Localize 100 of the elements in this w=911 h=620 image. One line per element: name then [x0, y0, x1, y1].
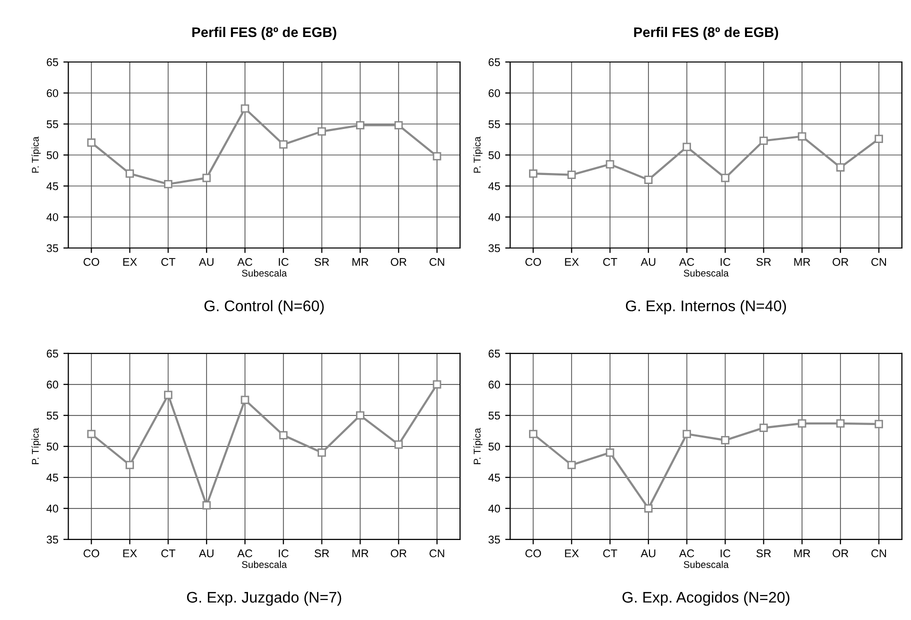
x-tick-label: SR: [314, 258, 329, 266]
y-tick-label: 55: [46, 412, 58, 420]
point: [356, 121, 364, 130]
point: [240, 104, 250, 113]
y-axis-title: P. Típica: [473, 136, 483, 173]
x-tick-label: IC: [278, 549, 289, 558]
x-tick-label: CT: [161, 549, 176, 558]
y-tick-label: 60: [488, 89, 500, 98]
point: [126, 169, 134, 178]
text: G. Exp. Internos (N=40): [626, 300, 786, 314]
x-tick-label: EX: [565, 550, 579, 558]
x-tick-label: CN: [430, 549, 444, 558]
point: [87, 138, 96, 147]
y-tick-label: 60: [46, 89, 58, 98]
point: [126, 460, 134, 470]
y-tick-label: 50: [46, 151, 58, 160]
point: [874, 134, 884, 144]
point: [567, 460, 576, 470]
point: [644, 504, 653, 513]
x-tick-label: CO: [84, 549, 100, 558]
x-tick-label: CN: [430, 258, 444, 266]
x-tick-label: SR: [756, 258, 771, 266]
x-tick-label: SR: [756, 549, 771, 558]
y-tick-label: 40: [46, 213, 58, 222]
x-tick-label: AC: [679, 549, 694, 558]
y-axis-title: P. Típica: [32, 136, 41, 173]
y-tick-label: 55: [46, 120, 58, 128]
y-axis-title: P. Típica: [32, 428, 41, 464]
x-tick-label: MR: [794, 258, 810, 266]
point: [836, 163, 845, 172]
point: [394, 121, 403, 130]
y-tick-label: 65: [488, 58, 500, 66]
point: [164, 390, 172, 400]
x-tick-label: CO: [525, 258, 542, 266]
point: [721, 174, 730, 182]
y-tick-label: 65: [488, 350, 500, 358]
point: [87, 430, 96, 438]
point: [240, 396, 250, 404]
x-tick-label: CT: [603, 549, 618, 558]
x-tick-label: CT: [603, 258, 618, 266]
y-tick-label: 40: [488, 213, 500, 222]
y-tick-label: 40: [46, 504, 58, 513]
y-tick-label: 45: [488, 474, 500, 482]
point: [356, 411, 364, 420]
point: [798, 132, 806, 141]
point: [682, 430, 691, 438]
x-tick-label: SR: [314, 549, 329, 558]
point: [432, 152, 442, 160]
x-tick-label: MR: [794, 550, 810, 558]
x-tick-label: OR: [832, 549, 848, 558]
point: [202, 174, 211, 182]
x-tick-label: AU: [640, 258, 656, 266]
x-axis-title: Subescala: [684, 560, 729, 568]
x-tick-label: MR: [352, 550, 368, 558]
point: [279, 431, 288, 440]
y-tick-label: 45: [46, 474, 58, 482]
point: [279, 140, 288, 149]
x-tick-label: CO: [525, 549, 542, 558]
y-tick-label: 35: [46, 536, 58, 544]
point: [874, 420, 884, 428]
x-tick-label: OR: [390, 258, 406, 266]
x-tick-label: CO: [84, 258, 100, 266]
y-tick-label: 45: [488, 182, 500, 190]
point: [164, 180, 172, 188]
point: [318, 127, 326, 136]
y-tick-label: 50: [488, 151, 500, 160]
point: [721, 436, 730, 444]
point: [682, 142, 691, 152]
x-tick-label: AC: [237, 549, 252, 558]
y-tick-label: 45: [46, 182, 58, 190]
x-tick-label: CT: [161, 258, 176, 266]
point: [529, 430, 538, 438]
y-tick-label: 60: [488, 380, 500, 389]
x-tick-label: AC: [237, 258, 252, 266]
x-axis-title: Subescala: [242, 269, 287, 277]
chart-title: Perfil FES (8º de EGB): [192, 26, 336, 40]
x-tick-label: OR: [390, 549, 406, 558]
y-tick-label: 35: [46, 244, 58, 252]
y-tick-label: 35: [488, 536, 500, 544]
point: [759, 424, 768, 432]
y-tick-label: 65: [46, 58, 58, 66]
x-tick-label: MR: [352, 258, 368, 266]
text: G. Exp. Juzgado (N=7): [187, 591, 342, 606]
y-tick-label: 60: [46, 380, 58, 389]
x-tick-label: CN: [871, 549, 886, 558]
x-axis-title: Subescala: [242, 560, 287, 568]
point: [529, 169, 538, 178]
y-tick-label: 65: [46, 350, 58, 358]
point: [798, 419, 806, 428]
y-tick-label: 55: [488, 412, 500, 420]
x-tick-label: EX: [123, 550, 137, 558]
point: [606, 160, 614, 168]
x-tick-label: AC: [679, 258, 694, 266]
point: [836, 419, 845, 428]
point: [606, 448, 614, 457]
x-tick-label: IC: [720, 258, 730, 266]
x-tick-label: EX: [123, 258, 137, 266]
point: [318, 448, 326, 457]
x-tick-label: AU: [198, 550, 214, 558]
x-tick-label: IC: [720, 549, 730, 558]
